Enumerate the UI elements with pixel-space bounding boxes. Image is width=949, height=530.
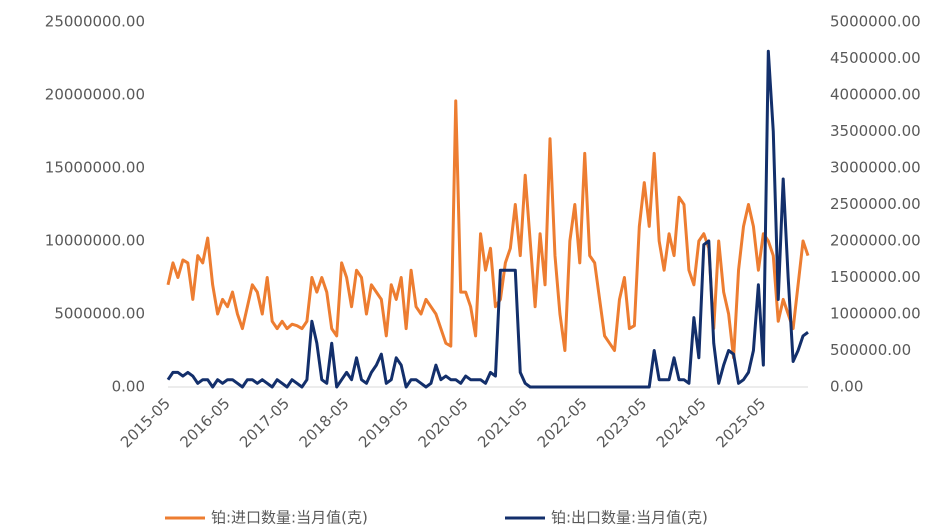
x-tick-label: 2019-05 [355,394,412,451]
y-tick-label: 5000000.00 [54,305,145,323]
x-tick-label: 2017-05 [236,394,293,451]
y-tick-label: 20000000.00 [45,86,145,104]
y-tick-label: 10000000.00 [45,232,145,250]
x-tick-label: 2018-05 [296,394,353,451]
y2-tick-label: 0.00 [830,378,863,396]
y2-tick-label: 4000000.00 [830,86,921,104]
legend-label: 铂:出口数量:当月值(克) [551,509,708,527]
y2-tick-label: 3000000.00 [830,159,921,177]
y2-tick-label: 1500000.00 [830,268,921,286]
x-tick-label: 2023-05 [593,394,650,451]
y2-tick-label: 500000.00 [830,341,911,359]
x-tick-label: 2021-05 [474,394,531,451]
x-tick-label: 2016-05 [176,394,233,451]
x-tick-label: 2025-05 [712,394,769,451]
y2-tick-label: 1000000.00 [830,305,921,323]
y-tick-label: 25000000.00 [45,13,145,31]
x-tick-label: 2024-05 [653,394,710,451]
y2-tick-label: 3500000.00 [830,122,921,140]
y2-tick-label: 5000000.00 [830,13,921,31]
y-tick-label: 0.00 [112,378,145,396]
y2-tick-label: 2000000.00 [830,232,921,250]
series-line [166,49,809,389]
x-tick-label: 2020-05 [415,394,472,451]
y-tick-label: 15000000.00 [45,159,145,177]
x-tick-label: 2022-05 [534,394,591,451]
legend-label: 铂:进口数量:当月值(克) [211,509,368,527]
x-tick-label: 2015-05 [117,394,174,451]
y2-tick-label: 4500000.00 [830,49,921,67]
y2-tick-label: 2500000.00 [830,195,921,213]
series-line [166,99,810,360]
